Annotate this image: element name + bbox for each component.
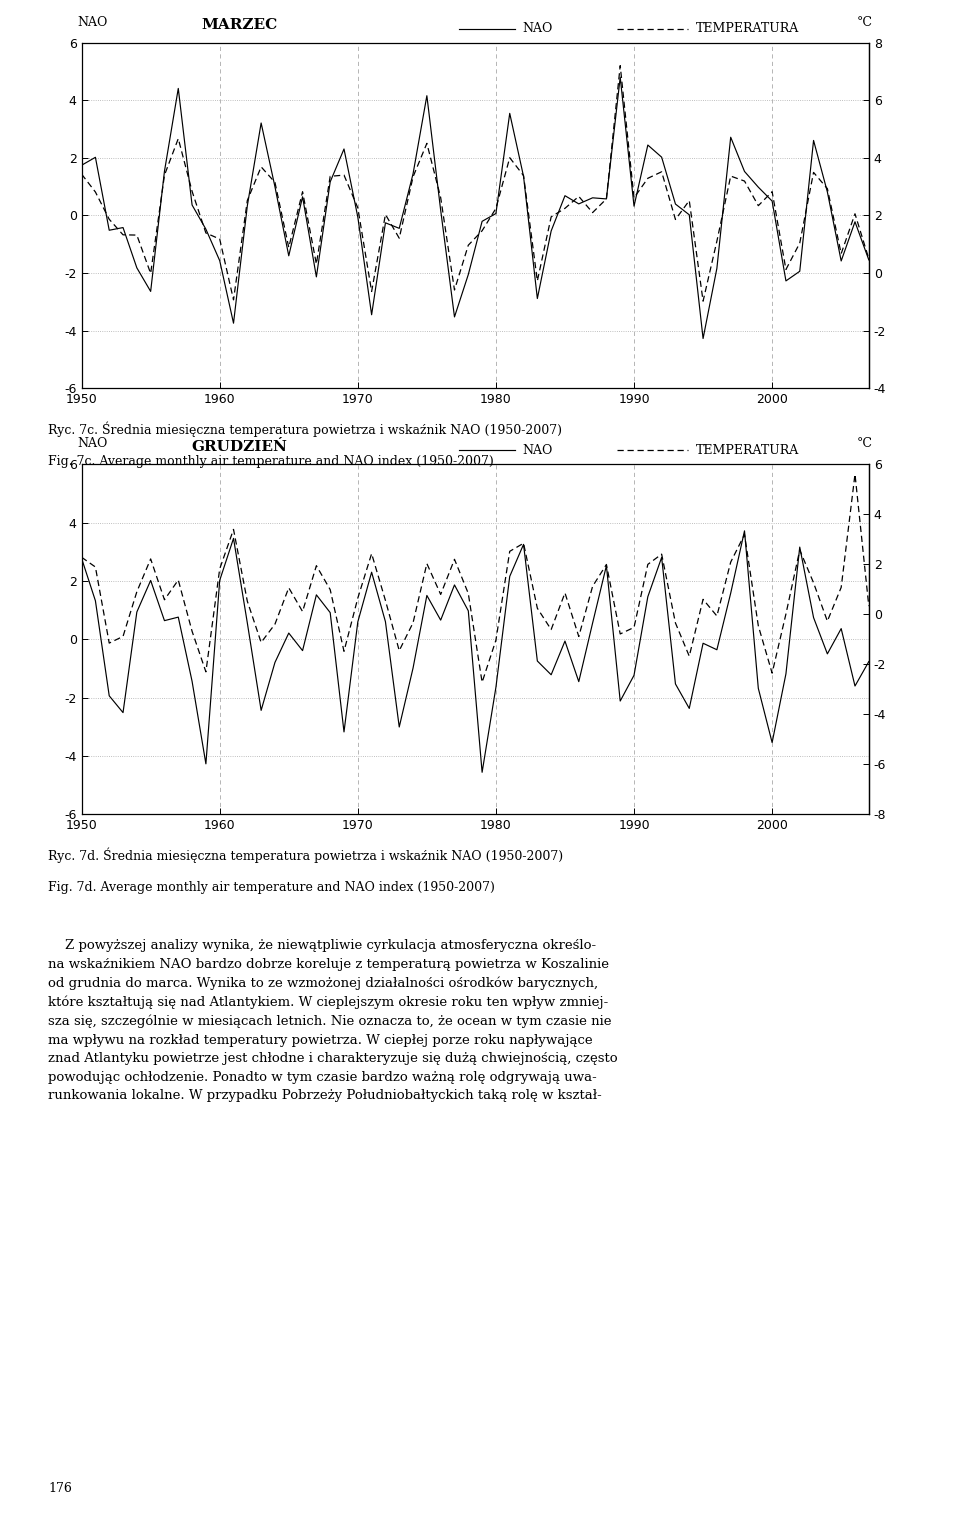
Text: Z powyższej analizy wynika, że niewątpliwie cyrkulacja atmosferyczna określo-
na: Z powyższej analizy wynika, że niewątpli…	[48, 939, 617, 1102]
Text: TEMPERATURA: TEMPERATURA	[696, 23, 799, 35]
Text: °C: °C	[856, 15, 873, 29]
Text: Ryc. 7c. Średnia miesięczna temperatura powietrza i wskaźnik NAO (1950-2007): Ryc. 7c. Średnia miesięczna temperatura …	[48, 422, 562, 437]
Text: TEMPERATURA: TEMPERATURA	[696, 444, 799, 457]
Text: NAO: NAO	[522, 444, 553, 457]
Text: 176: 176	[48, 1481, 72, 1495]
Text: NAO: NAO	[522, 23, 553, 35]
Text: NAO: NAO	[78, 15, 108, 29]
Text: GRUDZIEŃ: GRUDZIEŃ	[191, 440, 287, 454]
Text: °C: °C	[856, 437, 873, 451]
Text: NAO: NAO	[78, 437, 108, 451]
Text: MARZEC: MARZEC	[201, 18, 277, 32]
Text: Ryc. 7d. Średnia miesięczna temperatura powietrza i wskaźnik NAO (1950-2007): Ryc. 7d. Średnia miesięczna temperatura …	[48, 848, 564, 863]
Text: Fig. 7c. Average monthly air temperature and NAO index (1950-2007): Fig. 7c. Average monthly air temperature…	[48, 455, 493, 469]
Text: Fig. 7d. Average monthly air temperature and NAO index (1950-2007): Fig. 7d. Average monthly air temperature…	[48, 881, 494, 895]
